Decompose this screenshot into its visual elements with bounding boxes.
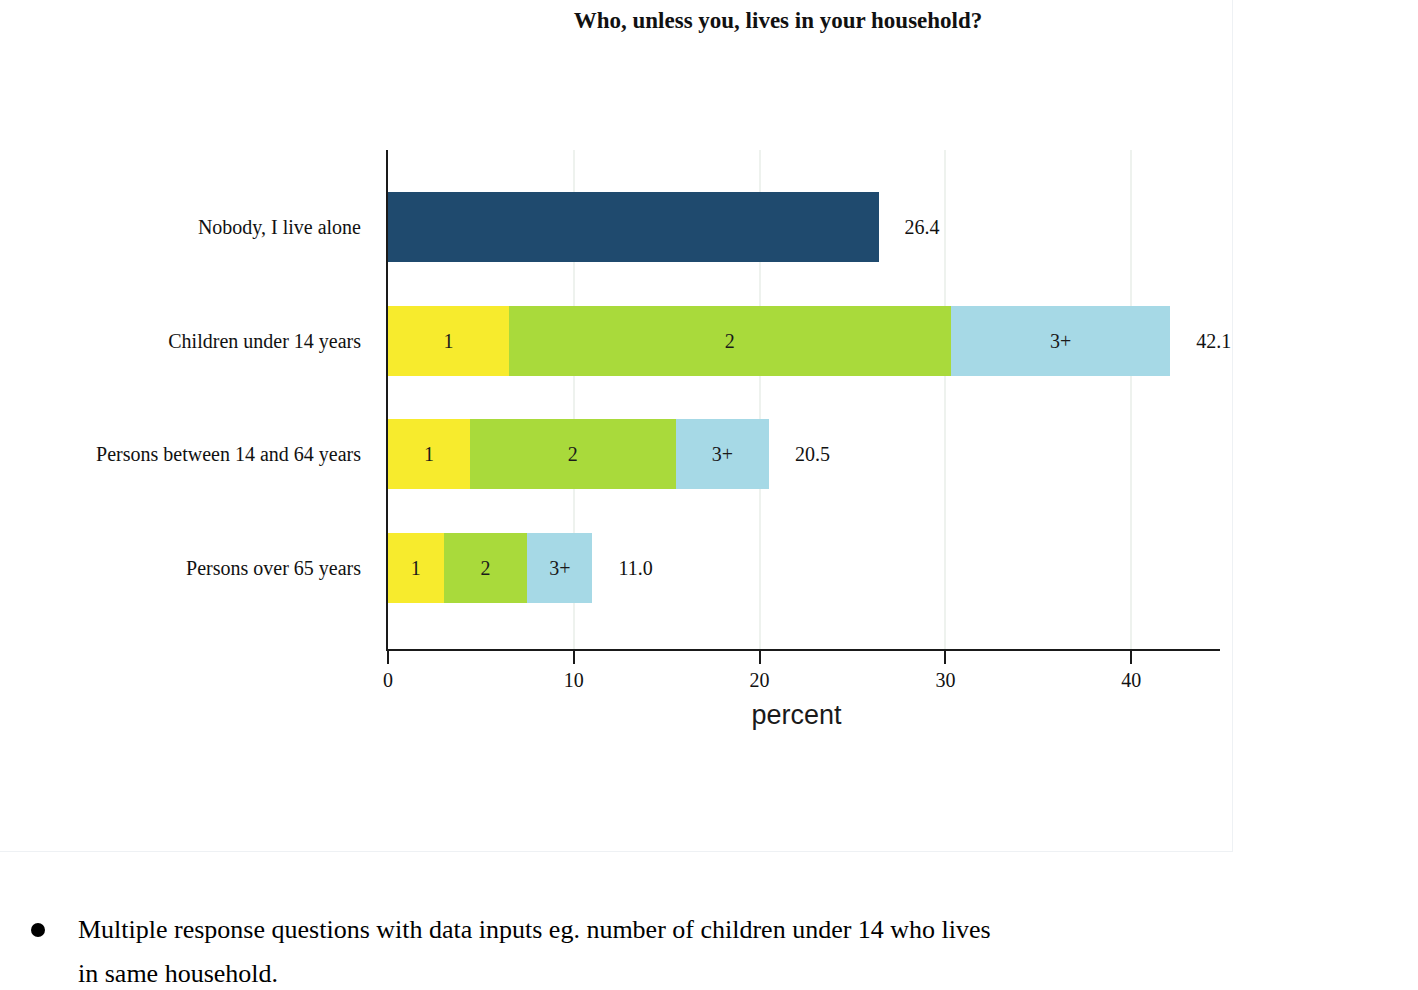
x-tick-30 [944,651,946,664]
bar-total-label: 20.5 [795,443,830,466]
bar-segment: 3+ [527,533,592,603]
bar-segment: 2 [444,533,528,603]
bar-segment [388,192,879,262]
bar-segment-label: 3+ [549,557,570,580]
category-label: Persons over 65 years [0,557,361,580]
bar-segment: 1 [388,419,470,489]
x-axis-title: percent [388,700,1205,731]
x-tick-0 [387,651,389,664]
x-tick-label-40: 40 [1091,669,1171,692]
bar-segment-label: 2 [481,557,491,580]
x-tick-label-20: 20 [720,669,800,692]
note-line-1: Multiple response questions with data in… [78,908,1238,952]
category-label: Children under 14 years [0,330,361,353]
x-tick-label-0: 0 [348,669,428,692]
bar-segment: 2 [470,419,676,489]
x-tick-20 [759,651,761,664]
bar-segment-label: 2 [568,443,578,466]
bar-segment-label: 1 [443,330,453,353]
x-tick-label-30: 30 [905,669,985,692]
category-label: Persons between 14 and 64 years [0,443,361,466]
x-tick-40 [1130,651,1132,664]
x-axis-line [386,649,1220,651]
bar-total-label: 26.4 [905,216,940,239]
bar-total-label: 42.1 [1196,330,1231,353]
bar-segment: 2 [509,306,951,376]
note-line-2: in same household. [78,952,1238,990]
gridline-40 [1130,150,1132,651]
bar-segment-label: 1 [411,557,421,580]
bar-total-label: 11.0 [618,557,652,580]
bullet-icon [31,923,45,937]
bar-segment: 3+ [676,419,769,489]
chart-panel: Who, unless you, lives in your household… [0,0,1233,852]
category-label: Nobody, I live alone [0,216,361,239]
y-axis-line [386,150,388,651]
bar-segment-label: 2 [725,330,735,353]
chart-title: Who, unless you, lives in your household… [348,8,1208,34]
bar-segment-label: 3+ [1050,330,1071,353]
bar-segment-label: 3+ [712,443,733,466]
bar-segment: 1 [388,533,444,603]
bar-segment: 3+ [951,306,1170,376]
x-tick-10 [573,651,575,664]
bar-segment-label: 1 [424,443,434,466]
gridline-30 [944,150,946,651]
bar-segment: 1 [388,306,509,376]
x-tick-label-10: 10 [534,669,614,692]
note-text: Multiple response questions with data in… [78,908,1238,990]
